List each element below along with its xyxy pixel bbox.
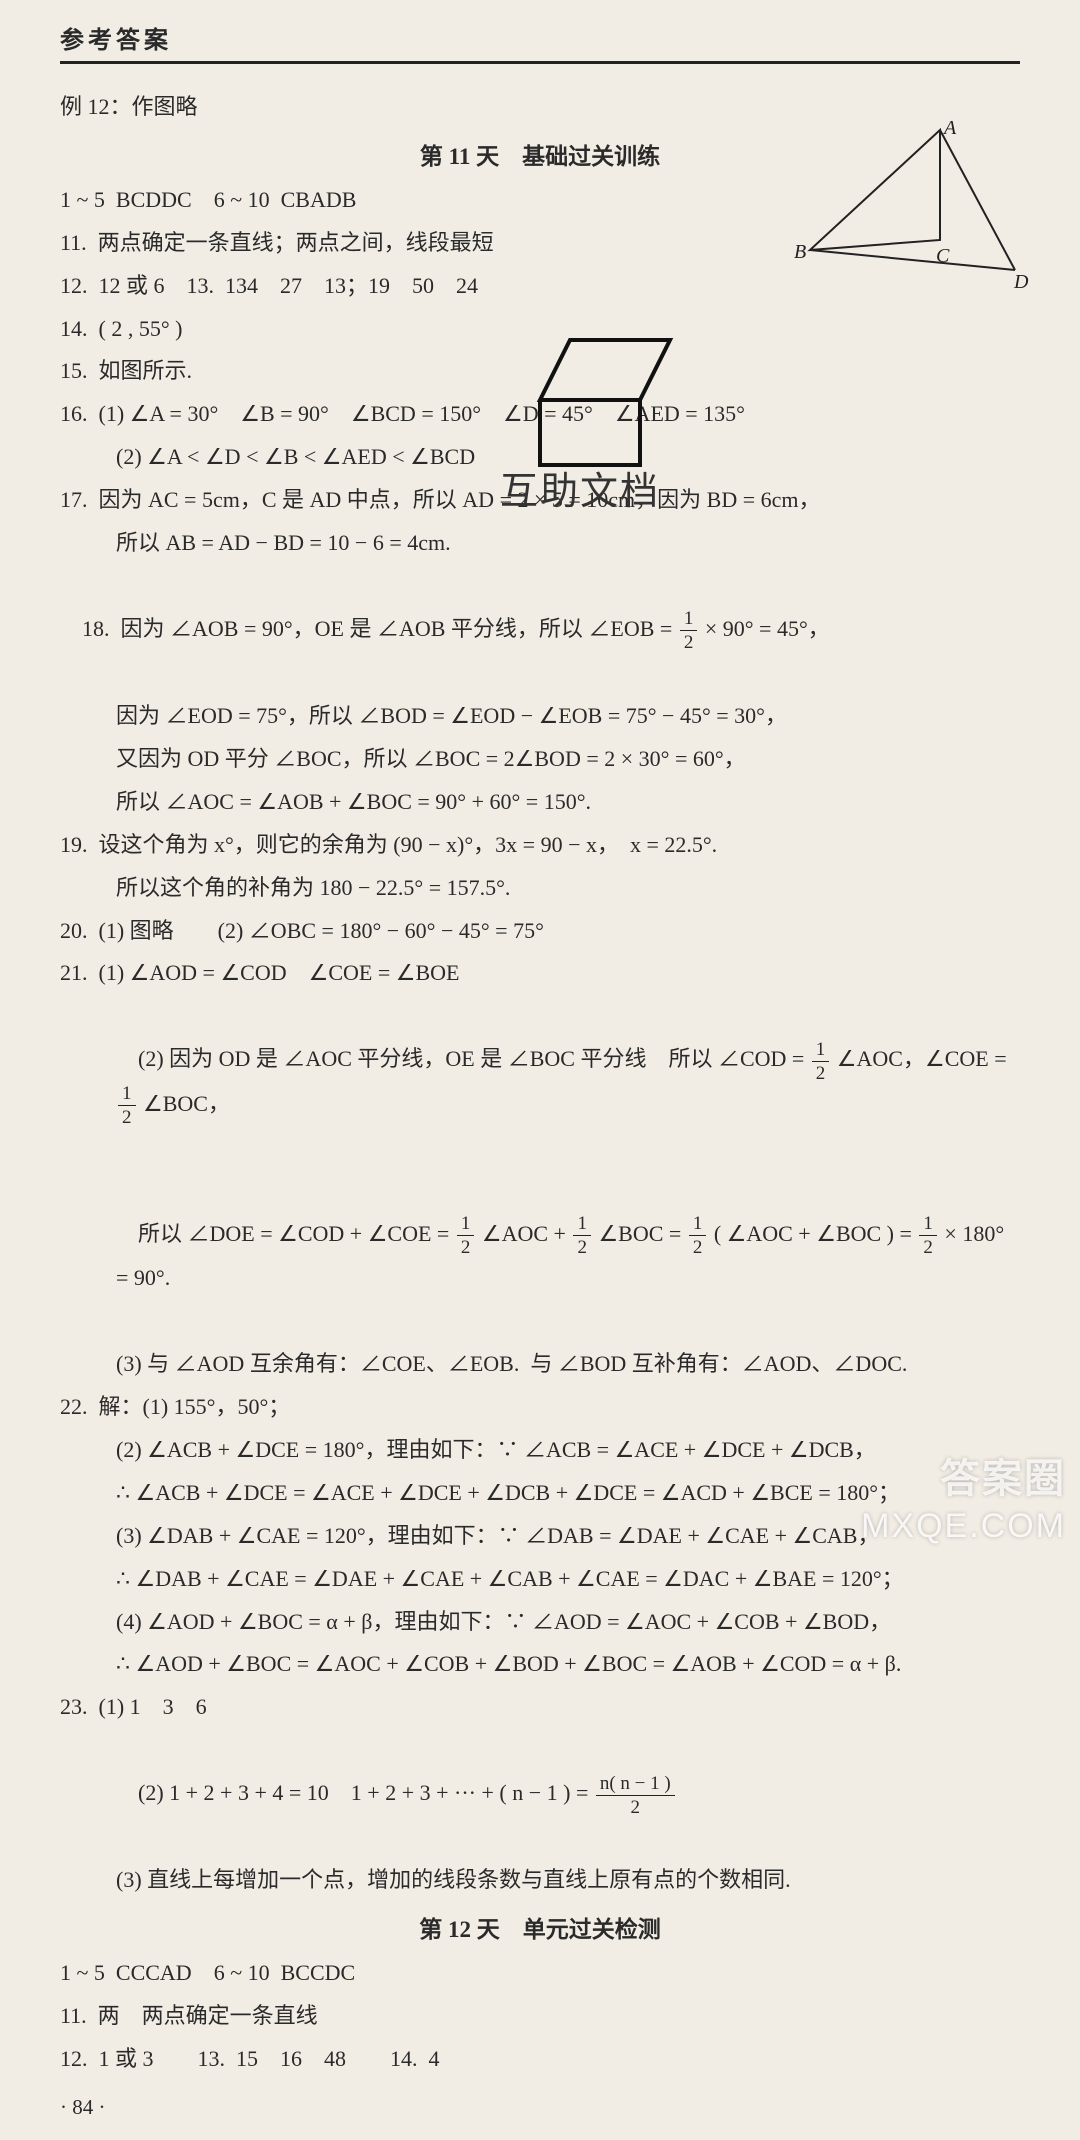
section-b-title: 第 12 天 单元过关检测 — [60, 1910, 1020, 1944]
a-l18d: 所以 ∠AOC = ∠AOB + ∠BOC = 90° + 60° = 150°… — [60, 781, 1020, 824]
a-l22a: 22. 解：(1) 155°，50°； — [60, 1386, 1020, 1429]
label-d: D — [1013, 271, 1029, 290]
a-l21c-4: ( ∠AOC + ∠BOC ) = — [708, 1221, 917, 1246]
corner-watermark-big: 答案圈 — [940, 1446, 1066, 1504]
a-l17b: 所以 AB = AD − BD = 10 − 6 = 4cm. — [60, 522, 1020, 565]
label-a: A — [942, 120, 957, 139]
frac-half-icon: 12 — [680, 609, 698, 652]
a-l21d: (3) 与 ∠AOD 互余角有：∠COE、∠EOB. 与 ∠BOD 互补角有：∠… — [60, 1343, 1020, 1386]
a-l19a: 19. 设这个角为 x°，则它的余角为 (90 − x)°，3x = 90 − … — [60, 824, 1020, 867]
frac-half-icon: 12 — [457, 1214, 475, 1257]
b-l11: 11. 两 两点确定一条直线 — [60, 1995, 1020, 2038]
a-l23c: (3) 直线上每增加一个点，增加的线段条数与直线上原有点的个数相同. — [60, 1859, 1020, 1902]
a-l17a: 17. 因为 AC = 5cm，C 是 AD 中点，所以 AD = 2 × 5 … — [60, 479, 1020, 522]
a-l16b: (2) ∠A < ∠D < ∠B < ∠AED < ∠BCD — [60, 436, 1020, 479]
label-b: B — [794, 241, 806, 263]
corner-watermark-small: MXQE.COM — [861, 1507, 1066, 1546]
page-number: · 84 · — [60, 2095, 1020, 2120]
a-l23a: 23. (1) 1 3 6 — [60, 1686, 1020, 1729]
a-l21c-pre: 所以 ∠DOE = ∠COD + ∠COE = — [138, 1221, 455, 1246]
frac-half-icon: 12 — [689, 1214, 707, 1257]
frac-n1-icon: n( n − 1 )2 — [596, 1774, 675, 1817]
a-l21c-2: ∠AOC + — [476, 1221, 571, 1246]
a-l20: 20. (1) 图略 (2) ∠OBC = 180° − 60° − 45° =… — [60, 910, 1020, 953]
a-l18b: 因为 ∠EOD = 75°，所以 ∠BOD = ∠EOD − ∠EOB = 75… — [60, 695, 1020, 738]
a-l15: 15. 如图所示. — [60, 350, 1020, 393]
a-l19b: 所以这个角的补角为 180 − 22.5° = 157.5°. — [60, 867, 1020, 910]
label-c: C — [936, 245, 950, 267]
a-l21c: 所以 ∠DOE = ∠COD + ∠COE = 12 ∠AOC + 12 ∠BO… — [60, 1170, 1020, 1343]
a-l21b-mid: ∠AOC，∠COE = — [831, 1046, 1012, 1071]
a-l14: 14. ( 2 , 55° ) — [60, 308, 1020, 351]
b-l1: 1 ~ 5 CCCAD 6 ~ 10 BCCDC — [60, 1952, 1020, 1995]
a-l21a: 21. (1) ∠AOD = ∠COD ∠COE = ∠BOE — [60, 952, 1020, 995]
b-l12: 12. 1 或 3 13. 15 16 48 14. 4 — [60, 2038, 1020, 2081]
a-l21b-pre: (2) 因为 OD 是 ∠AOC 平分线，OE 是 ∠BOC 平分线 所以 ∠C… — [138, 1046, 810, 1071]
a-l18a-post: × 90° = 45°， — [699, 616, 829, 641]
a-l23b: (2) 1 + 2 + 3 + 4 = 10 1 + 2 + 3 + ··· +… — [60, 1729, 1020, 1859]
a-l22e: ∴ ∠DAB + ∠CAE = ∠DAE + ∠CAE + ∠CAB + ∠CA… — [60, 1558, 1020, 1601]
a-l21b-post: ∠BOC， — [138, 1091, 230, 1116]
triangle-figure: A B C D — [790, 120, 1030, 290]
a-l22b: (2) ∠ACB + ∠DCE = 180°，理由如下：∵ ∠ACB = ∠AC… — [60, 1429, 1020, 1472]
a-l18a: 18. 因为 ∠AOB = 90°，OE 是 ∠AOB 平分线，所以 ∠EOB … — [60, 565, 1020, 695]
a-l21b: (2) 因为 OD 是 ∠AOC 平分线，OE 是 ∠BOC 平分线 所以 ∠C… — [60, 995, 1020, 1170]
a-l23b-pre: (2) 1 + 2 + 3 + 4 = 10 1 + 2 + 3 + ··· +… — [138, 1780, 594, 1805]
a-l22g: ∴ ∠AOD + ∠BOC = ∠AOC + ∠COB + ∠BOD + ∠BO… — [60, 1643, 1020, 1686]
frac-half-icon: 12 — [919, 1214, 937, 1257]
page-header: 参考答案 — [60, 20, 1020, 64]
frac-half-icon: 12 — [118, 1084, 136, 1127]
a-l18c: 又因为 OD 平分 ∠BOC，所以 ∠BOC = 2∠BOD = 2 × 30°… — [60, 738, 1020, 781]
a-l18a-pre: 18. 因为 ∠AOB = 90°，OE 是 ∠AOB 平分线，所以 ∠EOB … — [82, 616, 678, 641]
frac-half-icon: 12 — [573, 1214, 591, 1257]
a-l22f: (4) ∠AOD + ∠BOC = α + β，理由如下：∵ ∠AOD = ∠A… — [60, 1601, 1020, 1644]
a-l16a: 16. (1) ∠A = 30° ∠B = 90° ∠BCD = 150° ∠D… — [60, 393, 1020, 436]
frac-half-icon: 12 — [812, 1040, 830, 1083]
a-l21c-3: ∠BOC = — [593, 1221, 687, 1246]
